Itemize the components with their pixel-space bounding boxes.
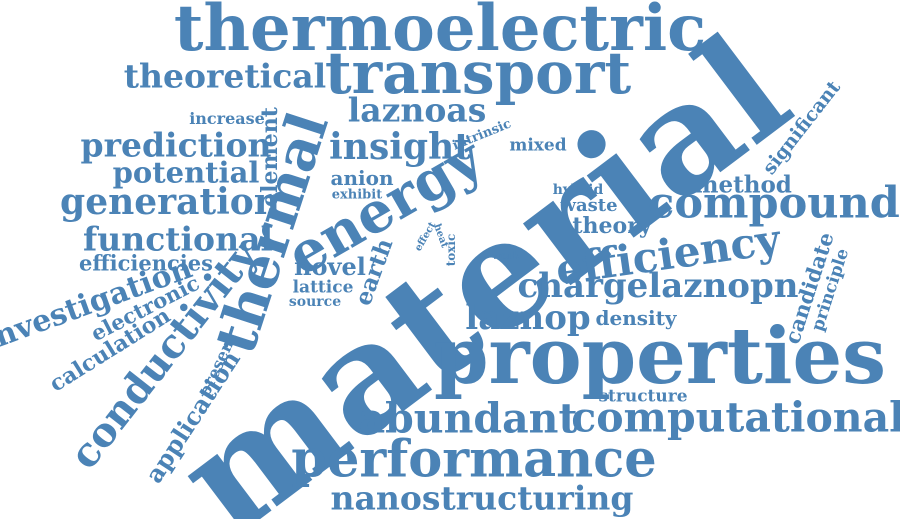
word-functional: functional [83, 219, 273, 259]
word-source: source [288, 294, 342, 310]
word-increase: increase [189, 109, 265, 128]
word-hybrid: hybrid [552, 182, 604, 198]
word-potential: potential [112, 155, 260, 190]
word-theoretical: theoretical [123, 56, 327, 96]
word-laznop: laznop [465, 298, 591, 338]
word-generation: generation [60, 181, 280, 223]
word-anion: anion [330, 166, 394, 190]
word-insight: insight [329, 126, 471, 168]
word-exhibit: exhibit [331, 187, 383, 203]
word-properties: properties [433, 311, 887, 402]
word-structure: structure [598, 386, 688, 407]
word-theory: theory [572, 213, 652, 239]
word-work: work [492, 251, 520, 262]
word-nanostructuring: nanostructuring [330, 478, 634, 518]
word-thermoelectric: thermoelectric [173, 0, 707, 66]
word-toxic: toxic [444, 233, 458, 267]
word-method: method [694, 171, 792, 199]
word-efficiencies: efficiencies [79, 250, 213, 276]
word-compound: compound [648, 178, 900, 229]
word-novel: novel [294, 252, 366, 281]
word-performance: performance [291, 429, 657, 490]
word-computational: computational [571, 393, 900, 442]
word-abundant: abundant [358, 394, 578, 443]
word-waste: waste [560, 195, 618, 216]
word-chargelaznopn: chargelaznopn [517, 266, 799, 306]
word-prediction: prediction [80, 125, 272, 165]
word-density: density [595, 306, 677, 330]
word-transport: transport [324, 39, 632, 107]
word-laznoas: laznoas [347, 90, 487, 130]
word-mixed: mixed [509, 135, 567, 156]
word-lattice: lattice [292, 277, 354, 298]
